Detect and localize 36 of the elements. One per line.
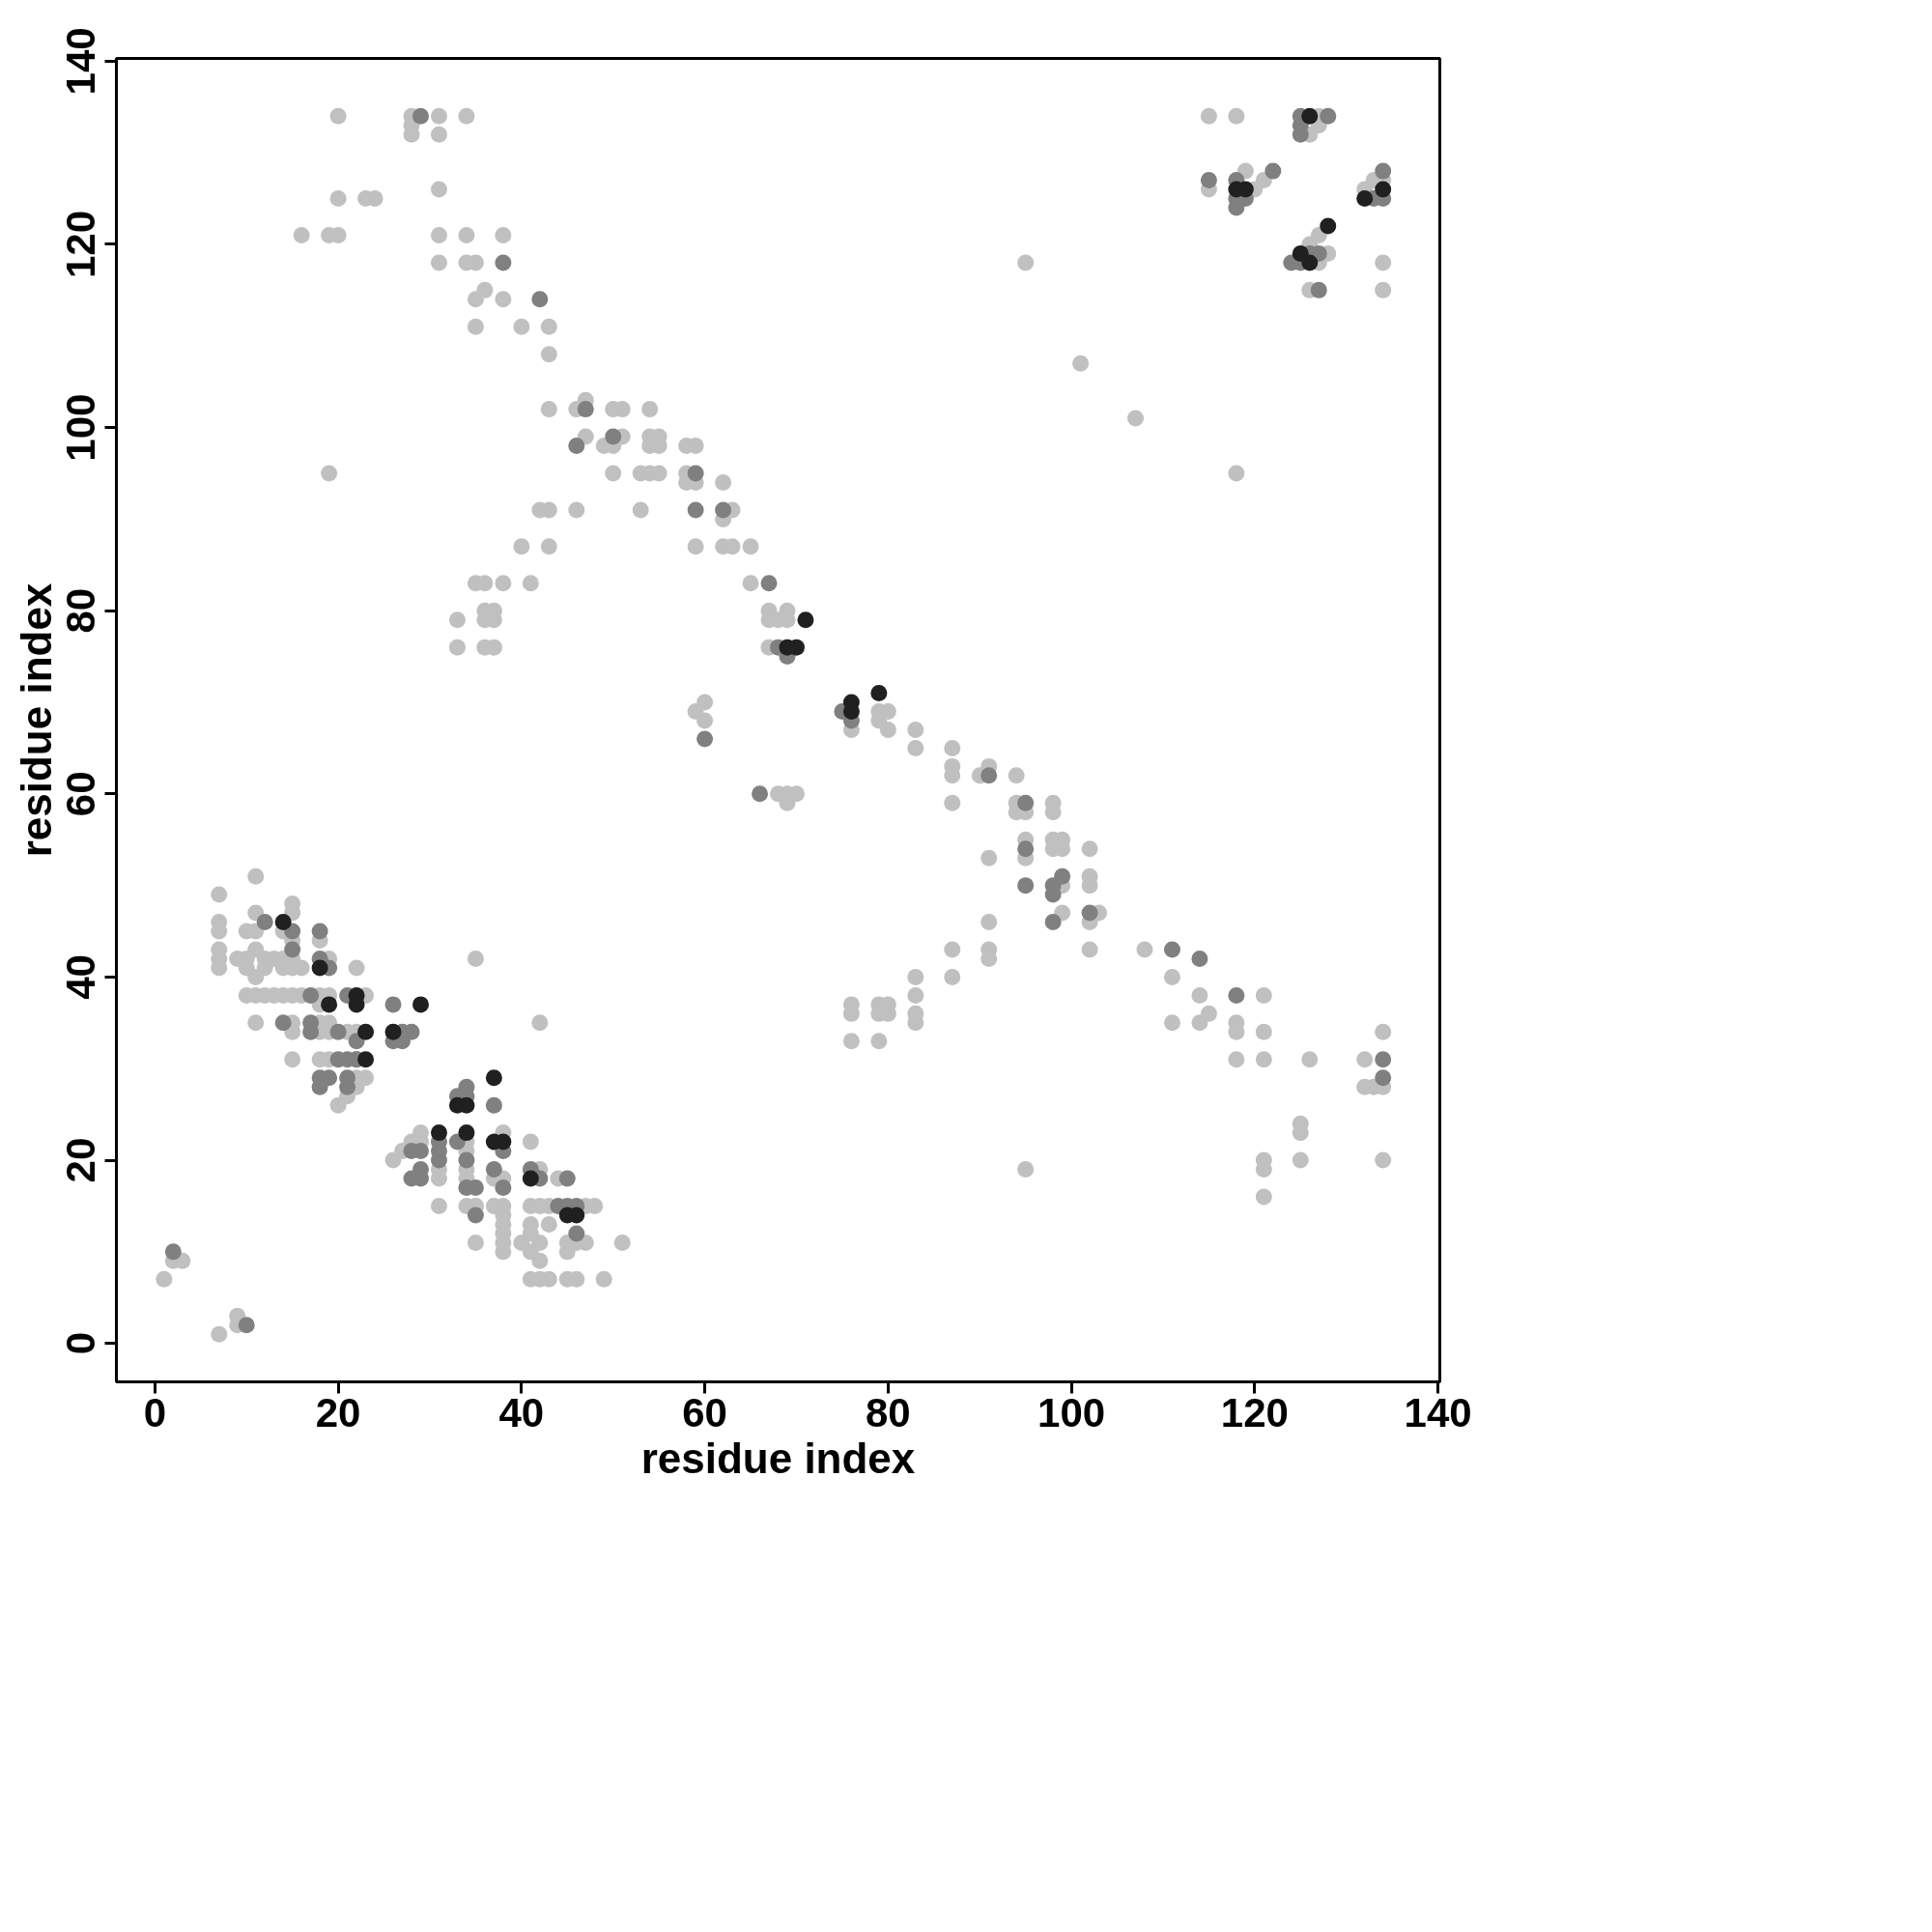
y-tick-label: 20 (58, 1137, 104, 1183)
y-tick-label: 0 (58, 1332, 104, 1355)
point (1356, 190, 1374, 208)
x-tick-label: 100 (1037, 1389, 1106, 1435)
y-tick-label: 40 (58, 954, 104, 1000)
x-tick-label: 60 (682, 1389, 727, 1435)
y-tick-label: 100 (58, 393, 104, 462)
y-tick-label: 60 (58, 771, 104, 817)
point (321, 996, 338, 1013)
y-tick-label: 80 (58, 587, 104, 634)
x-tick-label: 40 (498, 1389, 545, 1435)
x-axis-title: residue index (640, 1434, 916, 1482)
point (412, 996, 429, 1013)
y-axis-title: residue index (12, 582, 60, 858)
x-tick-label: 120 (1220, 1389, 1289, 1435)
point (797, 611, 814, 629)
x-tick-label: 0 (143, 1389, 167, 1435)
point (357, 1023, 375, 1040)
point (458, 1124, 475, 1142)
x-tick-label: 20 (315, 1389, 361, 1435)
x-tick-label: 80 (865, 1389, 911, 1435)
point (1320, 217, 1337, 235)
point (1375, 181, 1392, 198)
point (384, 1023, 402, 1040)
x-tick-label: 140 (1404, 1389, 1472, 1435)
point (1301, 107, 1319, 125)
point (1301, 254, 1319, 271)
point (357, 1051, 375, 1068)
point (522, 1170, 539, 1187)
point (870, 685, 888, 702)
point (311, 959, 328, 977)
y-tick-label: 120 (58, 210, 104, 278)
y-tick-label: 140 (58, 27, 104, 96)
point (485, 1069, 502, 1087)
point (430, 1124, 447, 1142)
point (274, 914, 292, 931)
